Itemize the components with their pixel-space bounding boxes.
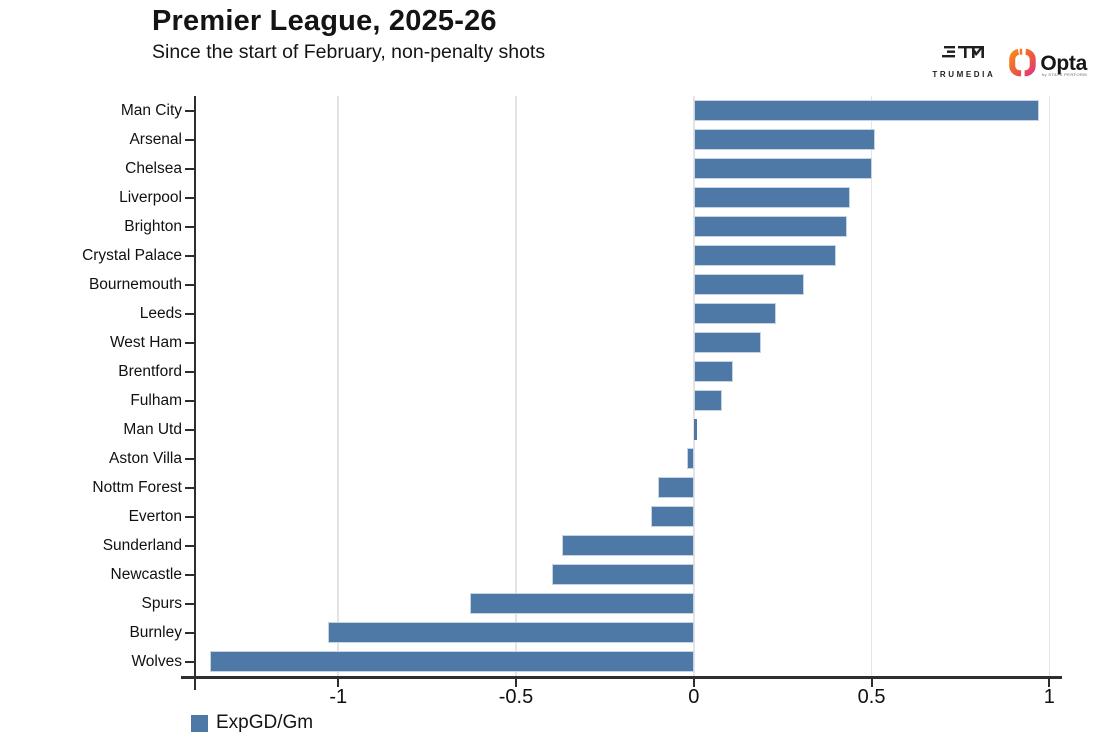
bar-chelsea: [693, 158, 872, 179]
gridline: [337, 96, 339, 676]
y-axis-label: Newcastle: [110, 565, 183, 583]
y-axis-label: Nottm Forest: [92, 478, 182, 496]
y-axis-label: Man Utd: [123, 420, 182, 438]
bar-spurs: [469, 593, 694, 614]
y-axis-tick: [185, 631, 196, 634]
y-axis-label: Chelsea: [125, 159, 182, 177]
y-axis-tick: [185, 370, 196, 373]
bar-wolves: [210, 651, 694, 672]
y-axis-label: Wolves: [131, 652, 182, 670]
bar-leeds: [693, 303, 776, 324]
y-axis-tick: [185, 138, 196, 141]
bar-brighton: [693, 216, 847, 237]
gridline: [1048, 96, 1051, 676]
bar-newcastle: [551, 564, 694, 585]
legend-label: ExpGD/Gm: [216, 712, 314, 733]
x-axis-tick-label: -0.5: [498, 686, 534, 708]
y-axis-tick: [185, 312, 196, 315]
y-axis-tick: [185, 225, 196, 228]
y-axis-tick: [185, 544, 196, 547]
x-axis-tick: [870, 678, 873, 687]
trumedia-logo-label: TRUMEDIA: [932, 70, 996, 79]
x-axis-line: [181, 676, 1062, 679]
y-axis-tick: [185, 486, 196, 489]
chart-title: Premier League, 2025-26: [152, 5, 497, 37]
opta-logo-label: Opta: [1040, 52, 1087, 75]
x-axis-tick-label: -1: [329, 686, 348, 708]
x-axis-tick: [515, 678, 517, 687]
y-axis-tick: [185, 457, 196, 460]
y-axis-tick: [185, 196, 196, 199]
y-axis-tick: [185, 428, 196, 431]
y-axis-label: Bournemouth: [88, 275, 182, 293]
x-axis-tick: [337, 678, 340, 687]
bar-man-utd: [693, 419, 698, 440]
bar-bournemouth: [693, 274, 804, 295]
bar-man-city: [693, 100, 1039, 121]
bar-arsenal: [693, 129, 876, 150]
y-axis-line: [194, 96, 196, 690]
bar-liverpool: [693, 187, 851, 208]
y-axis-tick: [185, 602, 196, 605]
y-axis-label: Arsenal: [129, 130, 182, 148]
bar-crystal-palace: [693, 245, 836, 266]
branding: TRUMEDIA Opta by STATS PERFORM: [932, 44, 1087, 82]
chart-header: Premier League, 2025-26 Since the start …: [152, 4, 545, 64]
y-axis-tick: [185, 341, 196, 344]
y-axis-tick: [185, 515, 196, 518]
bar-west-ham: [693, 332, 762, 353]
y-axis-label: Leeds: [139, 304, 182, 322]
bar-sunderland: [562, 535, 694, 556]
y-axis-label: West Ham: [109, 333, 182, 351]
y-axis-tick: [185, 254, 196, 257]
legend: ExpGD/Gm: [191, 712, 313, 734]
bar-fulham: [693, 390, 723, 411]
legend-swatch: [191, 714, 208, 732]
gridline: [693, 96, 695, 676]
y-axis-tick: [185, 167, 196, 170]
opta-logo-sublabel: by STATS PERFORM: [1041, 72, 1087, 77]
opta-logo-icon: [1009, 48, 1037, 82]
trumedia-logo: TRUMEDIA: [932, 44, 995, 79]
gridline: [515, 96, 517, 676]
y-axis-label: Everton: [128, 507, 182, 525]
opta-logo: Opta by STATS PERFORM: [1009, 48, 1087, 82]
y-axis-label: Sunderland: [102, 536, 182, 554]
bar-aston-villa: [686, 448, 694, 469]
y-axis-label: Brighton: [124, 217, 182, 235]
x-axis-tick-label: 1: [1043, 686, 1055, 708]
x-axis-tick: [1048, 678, 1051, 687]
bar-everton: [651, 506, 694, 527]
y-axis-label: Man City: [120, 101, 182, 119]
x-axis-tick-label: 0: [688, 686, 700, 708]
y-axis-label: Burnley: [129, 623, 182, 641]
y-axis-tick: [185, 399, 196, 402]
y-axis-label: Brentford: [118, 362, 182, 380]
y-axis-label: Spurs: [141, 594, 183, 612]
y-axis-label: Aston Villa: [109, 449, 182, 467]
y-axis-tick: [185, 660, 196, 663]
chart-subtitle: Since the start of February, non-penalty…: [152, 41, 546, 63]
y-axis-label: Liverpool: [119, 188, 182, 206]
x-axis-tick: [692, 678, 695, 687]
trumedia-logo-icon: [941, 46, 986, 68]
bar-brentford: [693, 361, 733, 382]
gridline: [870, 96, 873, 676]
y-axis-tick: [185, 283, 196, 286]
x-axis-tick-label: 0.5: [857, 686, 886, 708]
y-axis-label: Crystal Palace: [82, 246, 182, 264]
bar-nottm-forest: [658, 477, 694, 498]
y-axis-label: Fulham: [130, 391, 182, 409]
y-axis-tick: [185, 109, 196, 112]
bar-burnley: [327, 622, 694, 643]
y-axis-tick: [185, 573, 196, 576]
